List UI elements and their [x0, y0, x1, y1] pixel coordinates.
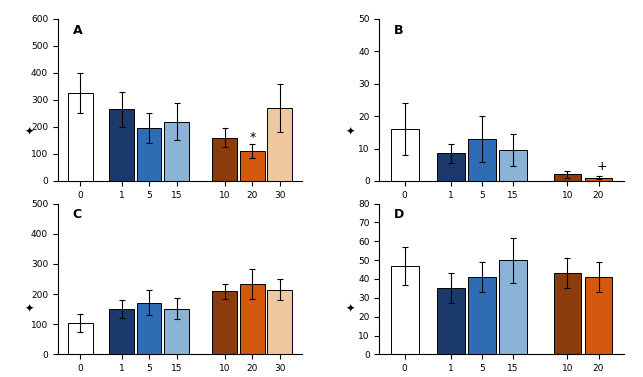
Text: ✦: ✦	[346, 127, 355, 137]
Bar	[584, 277, 613, 354]
Text: ✦: ✦	[24, 304, 33, 314]
Bar	[468, 139, 496, 181]
Text: C: C	[73, 208, 82, 221]
Bar	[212, 291, 237, 354]
Bar	[390, 266, 419, 354]
Bar	[164, 308, 189, 354]
Text: Imipramina: Imipramina	[454, 230, 510, 240]
Bar	[499, 260, 527, 354]
Text: D: D	[394, 208, 404, 221]
Bar	[437, 288, 465, 354]
Bar	[468, 277, 496, 354]
Bar	[267, 290, 292, 354]
Bar	[137, 128, 161, 181]
Text: *: *	[249, 131, 255, 144]
Bar	[554, 175, 581, 181]
Bar	[240, 284, 265, 354]
Bar	[240, 151, 265, 181]
Bar	[212, 138, 237, 181]
Text: Fluoxetina: Fluoxetina	[227, 230, 278, 240]
Bar	[164, 121, 189, 181]
Bar	[499, 150, 527, 181]
Text: ✦: ✦	[346, 304, 355, 314]
Text: B: B	[394, 24, 404, 37]
Bar	[554, 273, 581, 354]
Bar	[137, 302, 161, 354]
Bar	[109, 309, 134, 354]
Bar	[109, 109, 134, 181]
Bar	[390, 129, 419, 181]
Bar	[68, 93, 93, 181]
Text: Fluoxetina: Fluoxetina	[557, 230, 608, 240]
Text: +: +	[597, 160, 608, 173]
Text: ✦: ✦	[24, 127, 33, 137]
Bar	[267, 108, 292, 181]
Text: Imipramina: Imipramina	[121, 230, 177, 240]
Bar	[584, 178, 613, 181]
Text: A: A	[73, 24, 82, 37]
Bar	[437, 153, 465, 181]
Bar	[68, 323, 93, 354]
